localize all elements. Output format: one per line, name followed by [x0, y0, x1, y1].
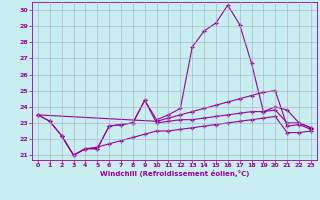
X-axis label: Windchill (Refroidissement éolien,°C): Windchill (Refroidissement éolien,°C) [100, 170, 249, 177]
